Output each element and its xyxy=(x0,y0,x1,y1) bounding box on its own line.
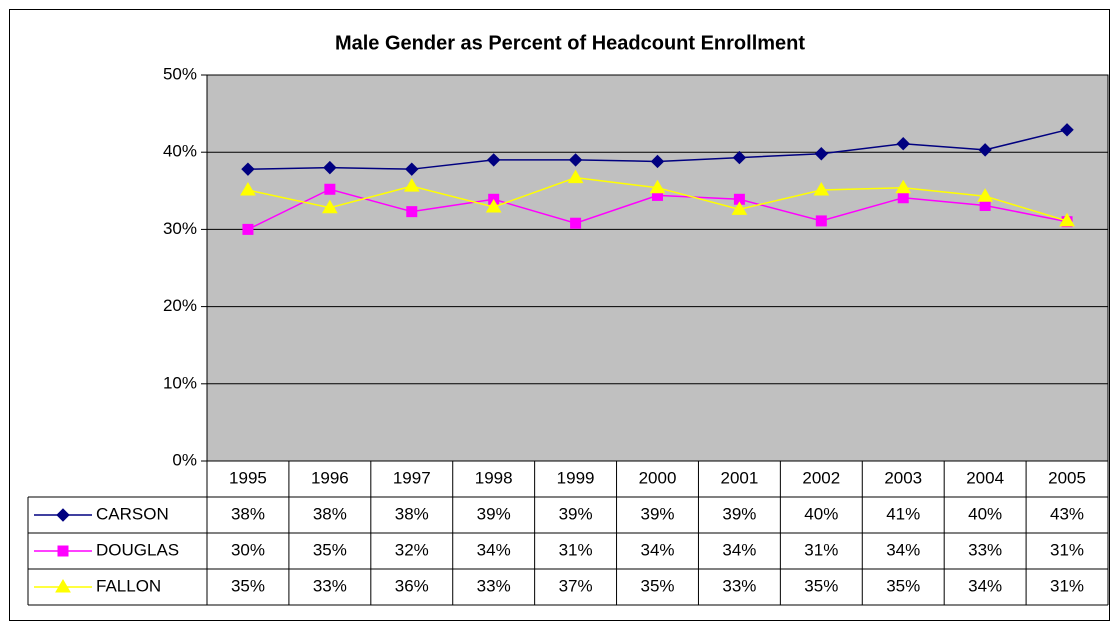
table-value: 37% xyxy=(559,576,593,595)
data-point xyxy=(323,160,337,175)
data-point xyxy=(896,137,910,151)
table-value: 35% xyxy=(886,576,920,595)
table-value: 35% xyxy=(313,540,347,559)
table-value: 31% xyxy=(559,540,593,559)
table-value: 39% xyxy=(640,504,674,523)
table-value: 35% xyxy=(804,576,838,595)
x-tick-label: 2001 xyxy=(720,468,758,487)
data-point xyxy=(815,215,827,227)
x-tick-label: 1997 xyxy=(393,468,431,487)
data-point xyxy=(324,183,336,195)
table-value: 34% xyxy=(477,540,511,559)
table-value: 36% xyxy=(395,576,429,595)
table-value: 35% xyxy=(640,576,674,595)
table-value: 31% xyxy=(1050,576,1084,595)
legend-key-marker xyxy=(56,508,70,522)
table-value: 33% xyxy=(968,540,1002,559)
data-point xyxy=(403,178,420,192)
table-value: 32% xyxy=(395,540,429,559)
data-point xyxy=(568,153,583,167)
legend-label: FALLON xyxy=(96,576,161,595)
table-value: 34% xyxy=(968,576,1002,595)
table-value: 38% xyxy=(313,504,347,523)
table-value: 39% xyxy=(559,504,593,523)
data-point xyxy=(814,147,829,161)
y-tick-label: 30% xyxy=(163,219,197,238)
x-tick-label: 1998 xyxy=(475,468,513,487)
legend-key-marker xyxy=(57,545,69,557)
x-tick-label: 2005 xyxy=(1048,468,1086,487)
data-point xyxy=(895,179,912,194)
table-value: 33% xyxy=(722,576,756,595)
table-value: 39% xyxy=(722,504,756,523)
table-value: 43% xyxy=(1050,504,1084,523)
chart-title: Male Gender as Percent of Headcount Enro… xyxy=(335,32,805,54)
legend-label: CARSON xyxy=(96,504,169,523)
table-value: 33% xyxy=(313,576,347,595)
legend-label: DOUGLAS xyxy=(96,540,179,559)
x-tick-label: 1995 xyxy=(229,468,267,487)
table-value: 31% xyxy=(1050,540,1084,559)
data-point xyxy=(979,199,991,211)
table-value: 34% xyxy=(886,540,920,559)
table-value: 34% xyxy=(640,540,674,559)
data-point xyxy=(1059,212,1075,227)
data-point xyxy=(486,153,501,167)
data-point xyxy=(977,188,994,202)
x-tick-label: 2003 xyxy=(884,468,922,487)
table-value: 34% xyxy=(722,540,756,559)
table-value: 38% xyxy=(231,504,265,523)
data-point xyxy=(978,143,992,157)
y-tick-label: 40% xyxy=(163,142,197,161)
y-tick-label: 20% xyxy=(163,296,197,315)
table-value: 30% xyxy=(231,540,265,559)
data-point xyxy=(406,206,418,218)
data-point xyxy=(485,199,502,213)
data-point xyxy=(570,217,582,229)
x-tick-label: 2000 xyxy=(639,468,677,487)
table-value: 35% xyxy=(231,576,265,595)
table-value: 40% xyxy=(804,504,838,523)
table-value: 41% xyxy=(886,504,920,523)
data-point xyxy=(1060,123,1074,137)
table-value: 38% xyxy=(395,504,429,523)
y-tick-label: 10% xyxy=(163,373,197,392)
data-point xyxy=(732,150,747,165)
data-point xyxy=(240,182,256,196)
table-value: 40% xyxy=(968,504,1002,523)
table-value: 31% xyxy=(804,540,838,559)
data-point xyxy=(731,201,748,215)
data-point xyxy=(649,179,666,194)
data-point xyxy=(650,154,665,169)
x-tick-label: 2004 xyxy=(966,468,1004,487)
data-point xyxy=(242,223,254,235)
data-point xyxy=(241,162,255,176)
x-tick-label: 1996 xyxy=(311,468,349,487)
table-value: 33% xyxy=(477,576,511,595)
legend-key-marker xyxy=(55,579,71,593)
y-tick-label: 0% xyxy=(172,450,197,469)
data-point xyxy=(813,182,830,196)
plot-area xyxy=(207,75,1108,461)
table-value: 39% xyxy=(477,504,511,523)
data-point xyxy=(567,169,584,184)
data-point xyxy=(321,199,338,214)
data-point xyxy=(405,162,419,176)
x-tick-label: 1999 xyxy=(557,468,595,487)
y-tick-label: 50% xyxy=(163,64,197,83)
x-tick-label: 2002 xyxy=(802,468,840,487)
data-point xyxy=(897,192,909,204)
